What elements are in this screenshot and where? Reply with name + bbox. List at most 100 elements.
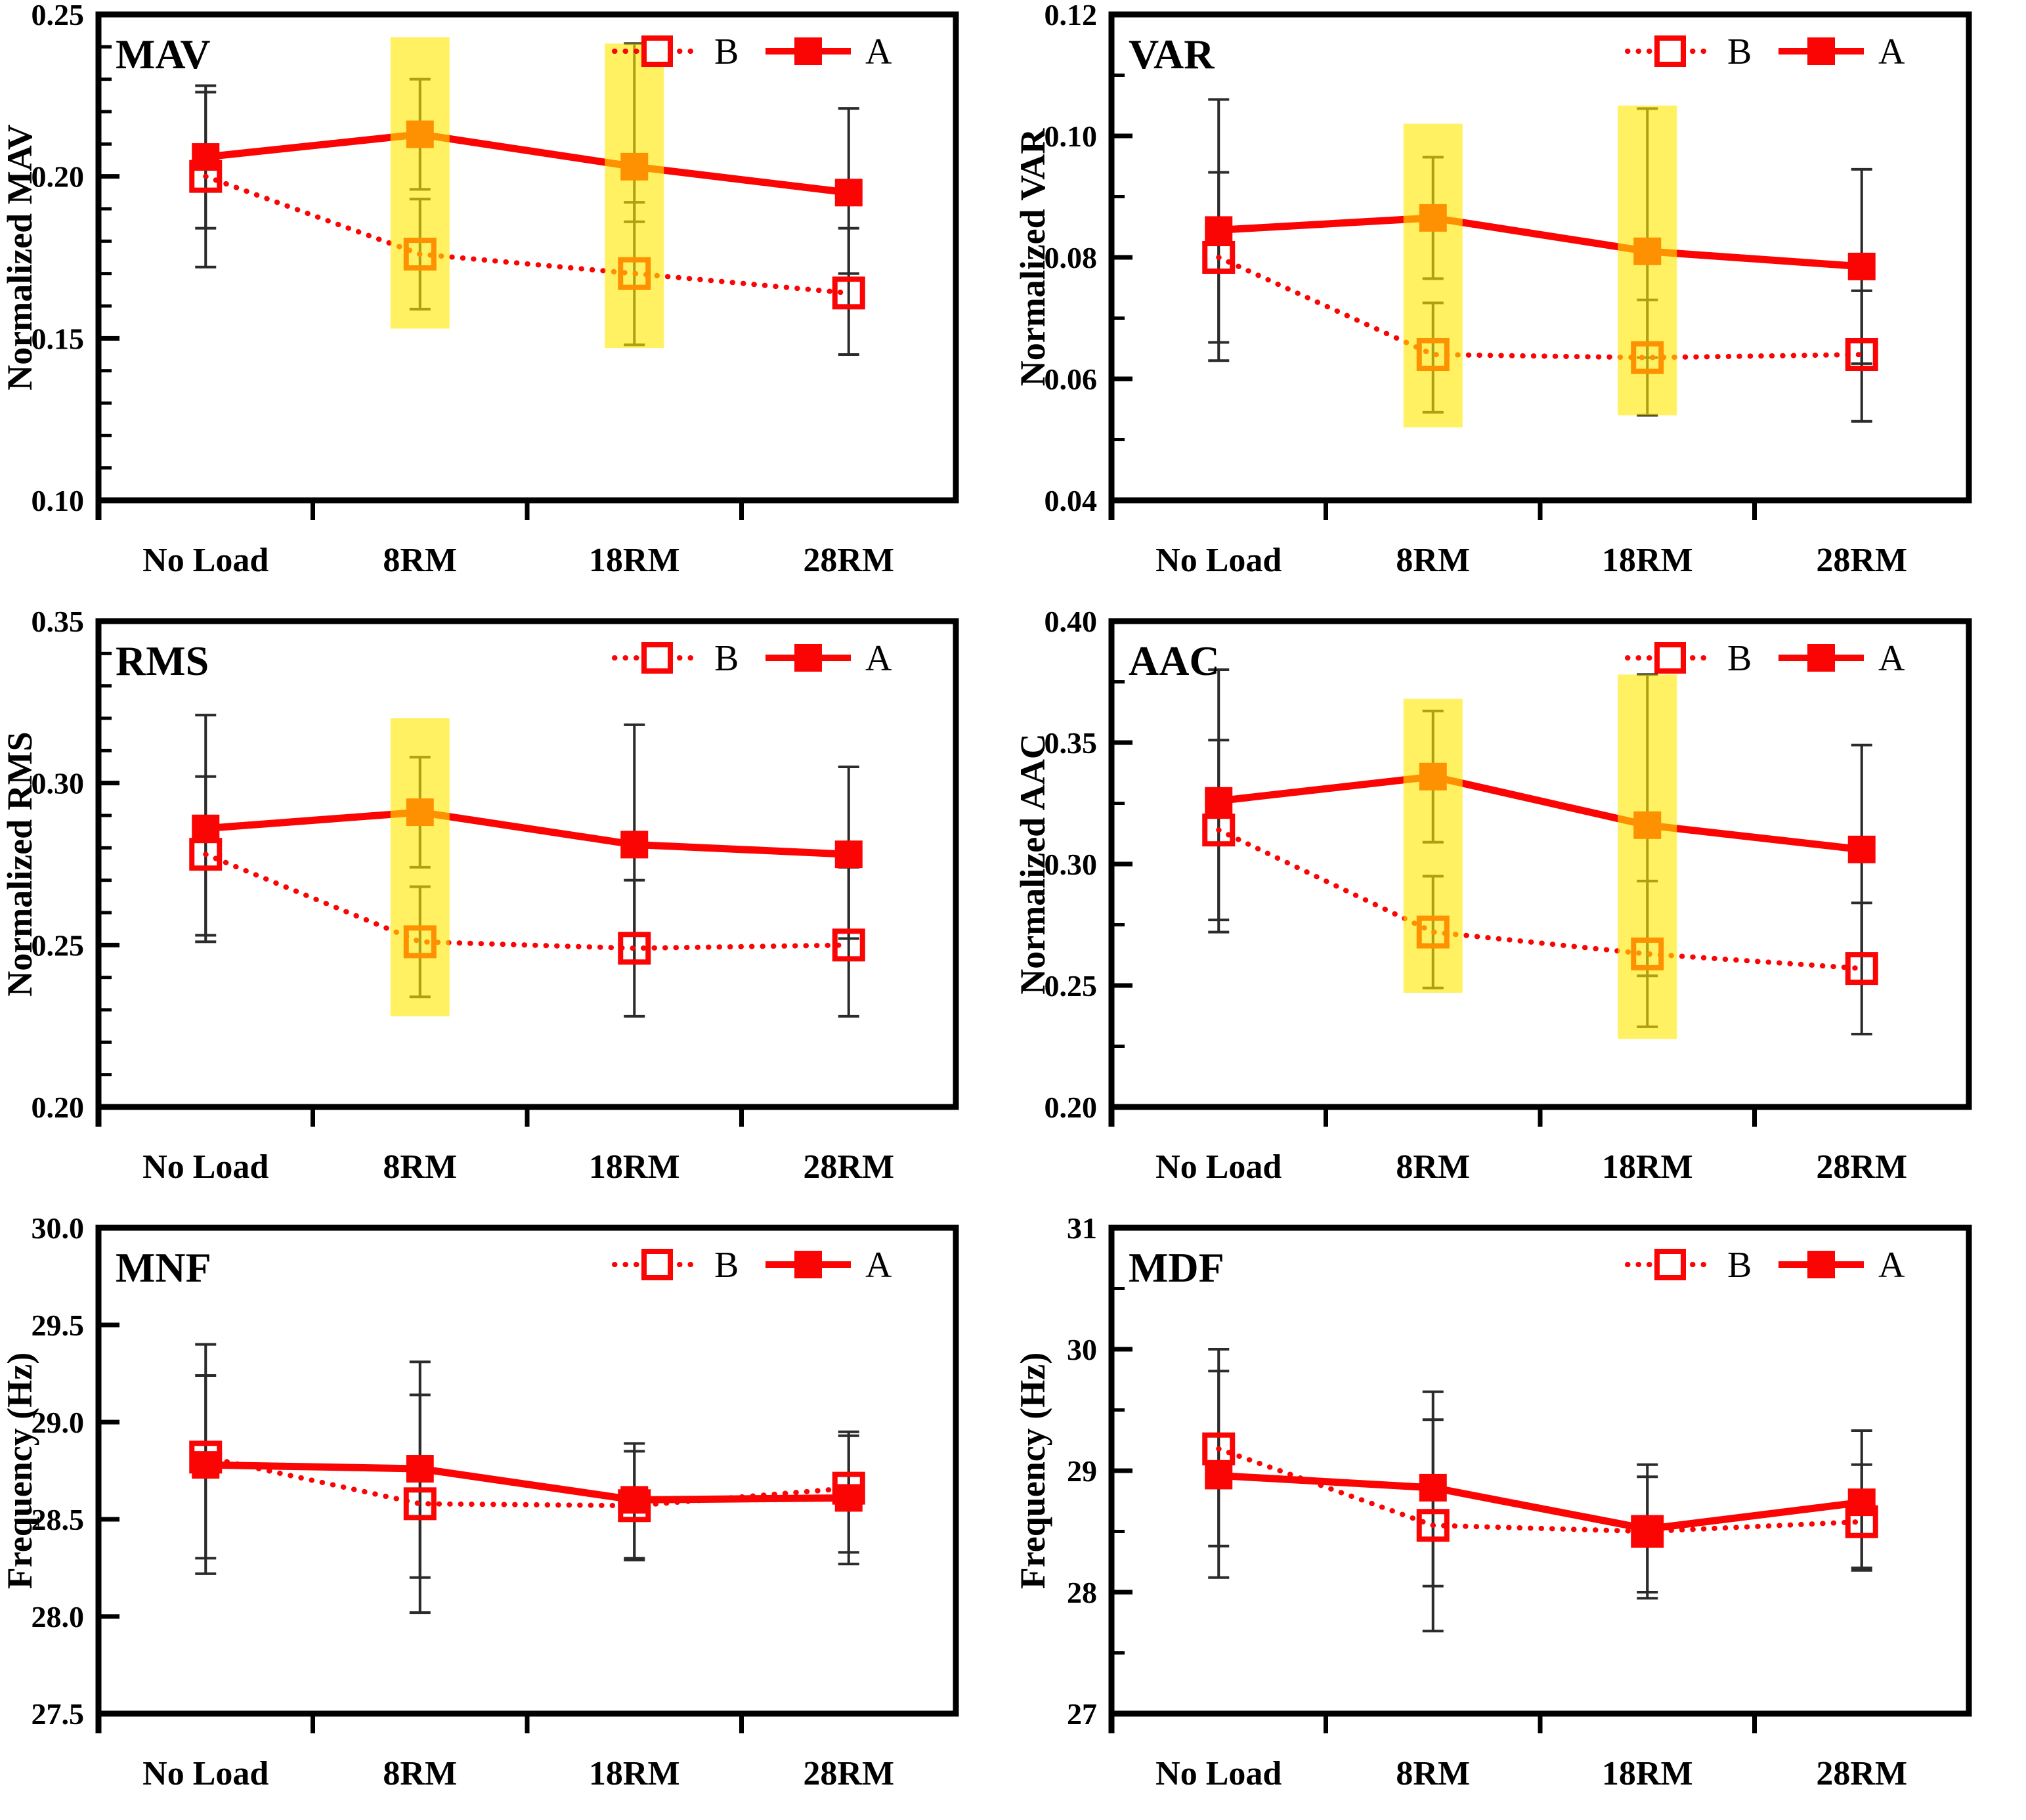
marker-filled-square-A-No Load — [1205, 1462, 1233, 1490]
marker-open-square-B-No Load — [1202, 813, 1236, 847]
marker-filled-square-A-8RM — [1419, 1473, 1447, 1502]
legend-label-b: B — [714, 32, 739, 72]
series-line-A — [1215, 773, 1866, 854]
y-tick-label: 30 — [1067, 1333, 1097, 1366]
y-tick-label: 0.08 — [1045, 241, 1098, 274]
y-tick-label: 0.30 — [32, 767, 85, 800]
highlight-band-18RM — [605, 43, 664, 349]
y-tick-label: 0.30 — [1045, 848, 1098, 881]
y-tick-label: 0.25 — [1045, 969, 1098, 1003]
series-line-A — [202, 130, 853, 196]
marker-filled-square-A-28RM — [1847, 1488, 1876, 1517]
plot-frame — [95, 11, 959, 504]
legend-label-a: A — [1878, 32, 1905, 72]
y-tick-label: 0.10 — [32, 484, 85, 517]
y-tick-label: 29.0 — [32, 1406, 85, 1439]
series-line-B — [203, 173, 851, 296]
series-line-B — [203, 852, 851, 951]
y-axis-label: Normalized RMS — [0, 731, 39, 996]
marker-open-square-B-8RM — [403, 1487, 437, 1521]
highlight-band-8RM — [1403, 699, 1463, 993]
series-line-B — [1216, 255, 1864, 360]
legend-filled-square-icon — [1807, 1251, 1835, 1278]
marker-filled-square-A-28RM — [834, 179, 863, 207]
y-tick-label: 28.5 — [32, 1503, 85, 1536]
highlight-band-8RM — [1403, 123, 1463, 427]
category-label-28RM: 28RM — [803, 1148, 894, 1186]
marker-filled-square-A-No Load — [192, 814, 220, 842]
y-tick-label: 0.20 — [1045, 1091, 1098, 1124]
y-tick-label: 0.40 — [1045, 607, 1098, 638]
category-label-18RM: 18RM — [589, 1755, 680, 1792]
plot-frame — [1108, 1224, 1972, 1717]
highlight-band-8RM — [390, 37, 450, 329]
plot-frame — [1108, 618, 1972, 1110]
chart-mnf: 27.5 28.0 28.5 29.0 29.5 30.0 No Load 8RM 18RM 28… — [0, 1213, 959, 1792]
marker-filled-square-A-28RM — [1847, 835, 1876, 863]
legend-label-a: A — [865, 32, 892, 72]
category-label-No Load: No Load — [142, 1755, 269, 1792]
legend-label-a: A — [865, 638, 892, 679]
y-axis-label: Normalized VAR — [1013, 128, 1052, 386]
legend-label-a: A — [1878, 1245, 1905, 1286]
y-tick-label: 0.25 — [32, 928, 85, 962]
panel-mdf: 27 28 29 30 31 No Load 8RM 18RM 28RM Frequency (H… — [1013, 1213, 2026, 1820]
marker-filled-square-A-No Load — [1205, 787, 1233, 815]
category-label-8RM: 8RM — [1396, 542, 1470, 579]
legend-open-square-icon — [1654, 642, 1686, 674]
legend-open-square-icon — [1654, 1249, 1686, 1280]
series-line-A — [1215, 1471, 1866, 1533]
marker-open-square-B-28RM — [1845, 952, 1878, 986]
y-tick-label: 31 — [1067, 1213, 1097, 1245]
chart-mav: 0.10 0.15 0.20 0.25 No Load 8RM 18RM 28RM Normal… — [0, 0, 959, 579]
legend-label-b: B — [1727, 1245, 1752, 1286]
legend-open-square-icon — [1654, 35, 1686, 67]
category-label-18RM: 18RM — [1602, 1148, 1693, 1186]
category-label-18RM: 18RM — [589, 542, 680, 579]
category-label-18RM: 18RM — [1602, 1755, 1693, 1792]
y-tick-label: 27 — [1067, 1697, 1097, 1731]
y-tick-label: 29.5 — [32, 1309, 85, 1342]
panel-title: RMS — [116, 638, 209, 684]
y-axis-label: Frequency (Hz) — [0, 1353, 39, 1589]
legend-filled-square-icon — [1807, 37, 1835, 65]
category-label-28RM: 28RM — [1816, 1755, 1907, 1792]
marker-open-square-B-28RM — [1845, 338, 1878, 371]
panel-aac: 0.20 0.25 0.30 0.35 0.40 No Load 8RM 18RM 28RM No… — [1013, 607, 2026, 1213]
legend-label-b: B — [1727, 32, 1752, 72]
category-label-No Load: No Load — [1155, 1755, 1282, 1792]
legend-open-square-icon — [641, 1249, 673, 1280]
category-label-No Load: No Load — [142, 542, 269, 579]
marker-filled-square-A-No Load — [192, 1451, 220, 1479]
legend-label-b: B — [714, 638, 739, 679]
category-label-8RM: 8RM — [1396, 1148, 1470, 1186]
highlight-band-18RM — [1618, 674, 1677, 1039]
y-tick-label: 0.35 — [32, 607, 85, 638]
panel-title: MDF — [1129, 1244, 1224, 1291]
legend-label-b: B — [714, 1245, 739, 1286]
marker-filled-square-A-8RM — [406, 1455, 434, 1483]
legend-open-square-icon — [641, 35, 673, 67]
y-tick-label: 0.06 — [1045, 362, 1098, 396]
panel-title: VAR — [1129, 31, 1215, 77]
panel-mav: 0.10 0.15 0.20 0.25 No Load 8RM 18RM 28RM Normal… — [0, 0, 1013, 607]
y-tick-label: 29 — [1067, 1454, 1097, 1488]
marker-open-square-B-28RM — [832, 276, 865, 310]
legend-filled-square-icon — [1807, 644, 1835, 672]
highlight-band-8RM — [390, 718, 450, 1016]
category-label-8RM: 8RM — [383, 1755, 457, 1792]
chart-var: 0.04 0.06 0.08 0.10 0.12 No Load 8RM 18RM 28RM No… — [1013, 0, 1972, 579]
marker-filled-square-A-28RM — [834, 840, 863, 869]
category-label-No Load: No Load — [1155, 1148, 1282, 1186]
marker-filled-square-A-18RM — [620, 831, 649, 859]
y-axis-label: Normalized AAC — [1013, 733, 1052, 994]
plot-frame — [1108, 11, 1972, 504]
marker-open-square-B-28RM — [832, 928, 865, 962]
marker-filled-square-A-28RM — [1847, 252, 1876, 280]
category-label-No Load: No Load — [1155, 542, 1282, 579]
legend-label-a: A — [1878, 638, 1905, 679]
